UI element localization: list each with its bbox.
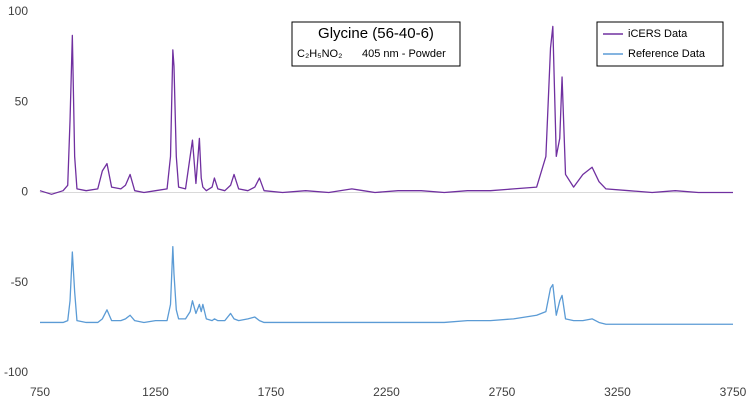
- x-tick-label: 2250: [373, 385, 400, 399]
- subtitle: 405 nm - Powder: [362, 48, 446, 60]
- y-tick-label: -100: [4, 365, 28, 379]
- x-tick-label: 1250: [142, 385, 169, 399]
- x-tick-label: 3250: [604, 385, 631, 399]
- chart-title: Glycine (56-40-6): [318, 25, 434, 42]
- legend-box: [596, 21, 724, 67]
- title-box: [291, 21, 461, 67]
- legend-label: iCERS Data: [628, 28, 688, 40]
- series-line: [39, 25, 733, 195]
- x-tick-label: 3750: [720, 385, 747, 399]
- y-tick-label: 100: [8, 4, 28, 18]
- series-line: [40, 246, 733, 325]
- legend-label: Reference Data: [628, 48, 706, 60]
- y-tick-label: 50: [15, 94, 29, 108]
- x-tick-label: 750: [30, 385, 50, 399]
- x-tick-label: 1750: [258, 385, 285, 399]
- y-tick-label: -50: [11, 275, 29, 289]
- x-tick-label: 2750: [489, 385, 516, 399]
- formula: C₂H₅NO₂: [297, 48, 342, 60]
- y-tick-label: 0: [21, 185, 28, 199]
